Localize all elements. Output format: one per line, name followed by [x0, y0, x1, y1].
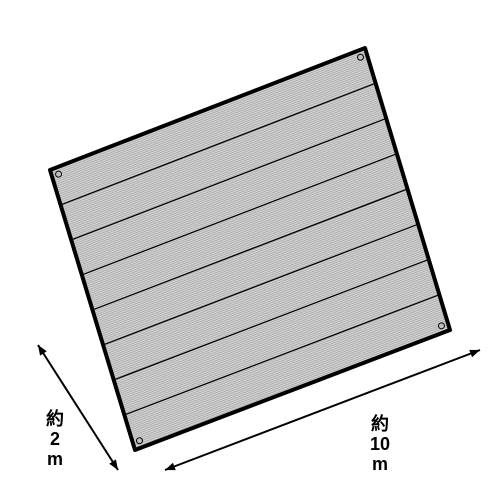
svg-text:10: 10: [370, 434, 390, 454]
svg-text:約: 約: [371, 413, 389, 434]
corner-hole: [136, 438, 142, 444]
corner-hole: [438, 323, 444, 329]
width-label: 約2m: [46, 408, 64, 469]
svg-text:m: m: [372, 454, 388, 474]
corner-hole: [358, 54, 364, 60]
svg-text:m: m: [47, 449, 63, 469]
length-label: 約10m: [370, 413, 390, 474]
svg-text:約: 約: [46, 408, 64, 429]
svg-text:2: 2: [50, 429, 60, 449]
corner-hole: [56, 171, 62, 177]
board: [50, 48, 450, 450]
